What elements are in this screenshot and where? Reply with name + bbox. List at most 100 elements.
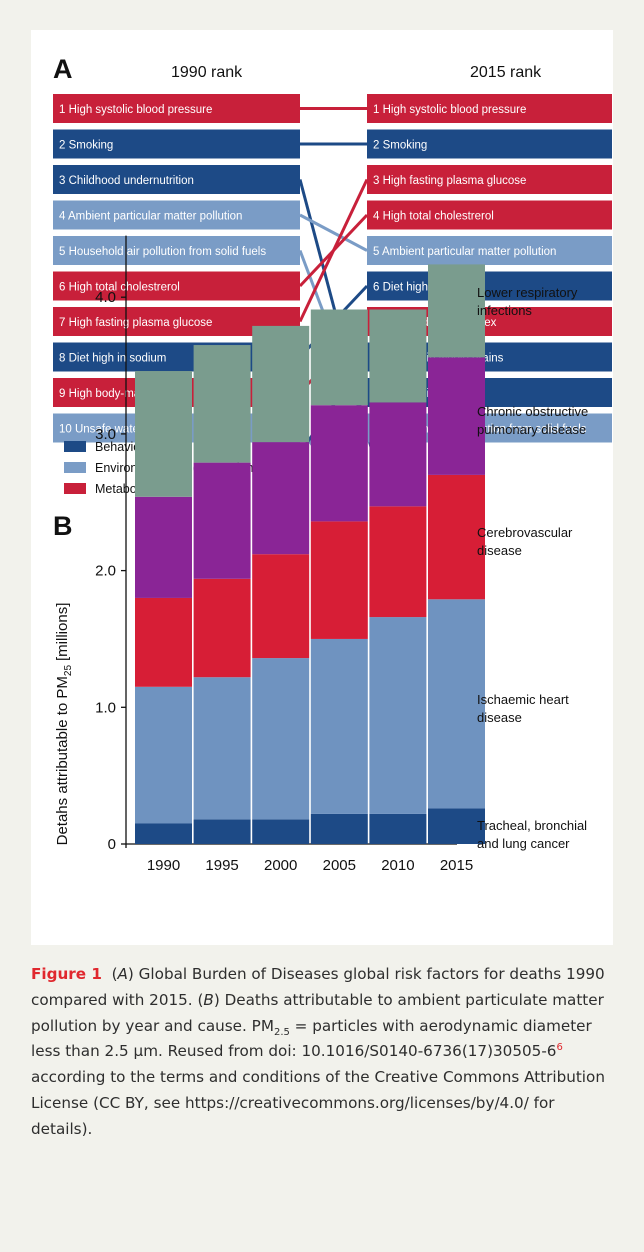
bar-2015-cancer [428,808,485,844]
caption-label: Figure 1 [31,965,102,983]
x-tick-label-2015: 2015 [440,857,473,874]
bar-2010-cerebro [369,506,427,618]
bar-2015-copd [428,357,485,475]
rank-1990-rank-label-1: 1 High systolic blood pressure [59,104,212,116]
figure-image: A 1990 rank 2015 rank 1 High systolic bl… [31,30,613,945]
rank-link-4 [299,213,368,252]
rank-1990-rank-box-2 [53,129,300,159]
bar-2015-cerebro [428,474,485,600]
legend-swatch-behavioral [64,441,86,452]
caption-text-5: according to the terms and conditions of… [31,1068,605,1138]
bar-2015-lri [428,264,485,358]
bar-2005-ihd [310,638,368,814]
series-label-lri-1: Lower respiratory [477,285,578,300]
caption-a: A [117,965,128,983]
series-label-lri-2: infections [477,303,532,318]
bar-2010-lri [369,309,427,403]
bar-2005-lri [310,309,368,406]
bar-2010-ihd [369,617,427,814]
figure-svg: A 1990 rank 2015 rank 1 High systolic bl… [53,54,612,874]
x-tick-label-2010: 2010 [381,857,414,874]
y-tick-label-0: 0 [108,836,116,853]
bar-1990-lri [135,371,192,497]
bar-2000-cancer [252,819,310,844]
series-label-copd-1: Chronic obstructive [477,404,588,419]
bar-2005-cancer [310,813,368,844]
caption-text-1: ( [111,965,118,983]
bar-2000-lri [252,325,310,443]
bar-2000-copd [252,442,310,555]
rank-2015-rank-label-5: 5 Ambient particular matter pollution [373,246,556,258]
bar-2005-cerebro [310,521,368,639]
rank-1990-rank-box-5 [53,236,300,265]
bar-2000-cerebro [252,554,310,659]
x-tick-label-1990: 1990 [147,857,180,874]
x-tick-label-2005: 2005 [323,857,356,874]
rank-2015-rank-box-2 [367,129,612,159]
panel-b-letter: B [53,511,73,541]
rank-2015-rank-box-6 [367,271,612,301]
y-tick-label-2: 2.0 [95,563,116,580]
rank-2015-rank-label-3: 3 High fasting plasma glucose [373,175,526,187]
y-axis-label-unit: [millions] [54,603,71,661]
figure-caption: Figure 1 (A) Global Burden of Diseases g… [31,962,616,1143]
rank-2015-rank-label-2: 2 Smoking [373,140,427,152]
y-axis-label-main: Detahs attributable to PM [54,676,71,845]
series-label-ihd-2: disease [477,710,522,725]
rank-2015-rank-box-5 [367,236,612,265]
rank-2015-rank-box-4 [367,200,612,230]
rank-1990-rank-box-4 [53,200,300,230]
legend-swatch-metabolic [64,483,86,494]
x-tick-label-2000: 2000 [264,857,297,874]
series-label-copd-2: pulmonary disease [477,422,586,437]
bar-1995-cancer [193,819,251,844]
right-header: 2015 rank [470,64,542,81]
caption-b: B [203,990,214,1009]
caption-text-3: ) Deaths attributable to ambient particu… [31,990,604,1035]
bar-1995-lri [193,345,251,463]
rank-1990-rank-box-6 [53,271,300,301]
rank-1990-rank-label-5: 5 Household air pollution from solid fue… [59,246,266,258]
x-tick-label-1995: 1995 [205,857,238,874]
caption-text-2: ) Global Burden of Diseases global risk … [31,965,605,1009]
rank-2015-rank-label-4: 4 High total cholestrerol [373,211,494,223]
legend-swatch-environmental [64,462,86,473]
bar-2015-ihd [428,599,485,809]
rank-2015-rank-box-1 [367,94,612,123]
bar-1995-ihd [193,677,251,820]
panel-a-letter: A [53,54,73,84]
bar-1995-cerebro [193,578,251,678]
rank-1990-rank-label-2: 2 Smoking [59,140,113,152]
bar-1995-copd [193,462,251,579]
series-label-cerebro-2: disease [477,543,522,558]
series-label-cancer-2: and lung cancer [477,836,570,851]
bar-2010-cancer [369,813,427,844]
rank-1990-rank-label-6: 6 High total cholestrerol [59,282,180,294]
y-axis-label-sub: 25 [63,665,74,677]
caption-text-4: = particles with aerodynamic diameter le… [31,1016,592,1061]
y-tick-label-3: 3.0 [95,426,116,443]
series-label-cerebro-1: Cerebrovascular [477,525,573,540]
bar-1990-ihd [135,686,192,824]
rank-1990-rank-label-7: 7 High fasting plasma glucose [59,317,212,329]
rank-1990-rank-label-4: 4 Ambient particular matter pollution [59,211,242,223]
caption-pm-subscript: 2.5 [273,1026,290,1038]
rank-1990-rank-label-3: 3 Childhood undernutrition [59,175,194,187]
rank-1990-rank-box-3 [53,165,300,194]
bar-2010-copd [369,402,427,507]
bar-1990-copd [135,496,192,598]
rank-1990-rank-label-8: 8 Diet high in sodium [59,353,166,365]
rank-2015-rank-box-3 [367,165,612,194]
bar-2000-ihd [252,658,310,820]
left-header: 1990 rank [171,64,243,81]
rank-1990-rank-box-1 [53,94,300,123]
y-axis-label: Detahs attributable to PM25 [millions] [54,603,74,846]
series-label-cancer-1: Tracheal, bronchial [477,818,587,833]
rank-2015-rank-label-1: 1 High systolic blood pressure [373,104,526,116]
bar-1990-cancer [135,823,192,844]
series-label-ihd-1: Ischaemic heart [477,692,569,707]
caption-reference: 6 [556,1042,563,1054]
bar-2005-copd [310,405,368,522]
bar-1990-cerebro [135,597,192,687]
